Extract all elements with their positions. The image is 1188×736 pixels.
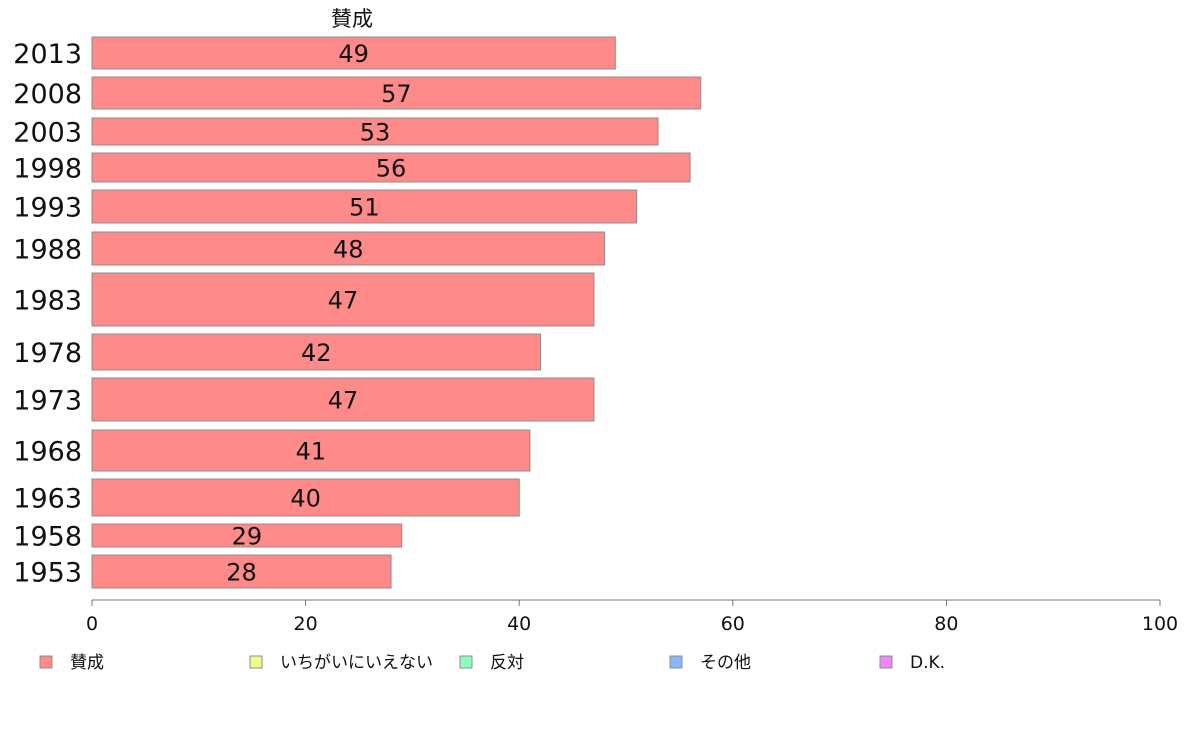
legend-swatch-1 (249, 655, 263, 669)
bar-1953 (91, 554, 392, 589)
legend-swatch-3 (669, 655, 683, 669)
bar-1978 (91, 333, 542, 371)
legend-swatch-4 (879, 655, 893, 669)
category-label-1953: 1953 (13, 558, 82, 589)
legend-label-2: 反対 (490, 653, 524, 673)
value-label-1973: 47 (328, 387, 359, 415)
x-tick-label-40: 40 (507, 613, 531, 635)
category-label-1973: 1973 (13, 386, 82, 417)
x-tick-label-80: 80 (934, 613, 958, 635)
category-label-2013: 2013 (13, 39, 82, 70)
value-label-1998: 56 (376, 155, 407, 183)
value-label-1978: 42 (301, 339, 332, 367)
bar-2013 (91, 36, 616, 70)
value-label-1963: 40 (290, 485, 321, 513)
bar-2003 (91, 117, 659, 146)
category-label-1993: 1993 (13, 193, 82, 224)
bar-1958 (91, 523, 403, 548)
value-label-2013: 49 (338, 40, 369, 68)
category-label-1998: 1998 (13, 154, 82, 185)
bar-1968 (91, 429, 531, 472)
category-label-1983: 1983 (13, 286, 82, 317)
bar-1963 (91, 478, 520, 517)
bar-1988 (91, 231, 606, 266)
value-label-1988: 48 (333, 236, 364, 264)
category-label-1988: 1988 (13, 235, 82, 266)
x-axis: 0 20 40 60 80 100 (86, 599, 1178, 635)
bar-1973 (91, 377, 595, 422)
legend-label-4: D.K. (910, 653, 945, 673)
column-title: 賛成 (331, 7, 373, 31)
category-label-2008: 2008 (13, 79, 82, 110)
category-label-1963: 1963 (13, 484, 82, 515)
category-label-1968: 1968 (13, 437, 82, 468)
bar-2008 (91, 76, 702, 110)
value-label-1993: 51 (349, 194, 380, 222)
legend-swatch-2 (459, 655, 473, 669)
value-label-2003: 53 (360, 119, 391, 147)
legend-swatch-0 (39, 655, 53, 669)
x-tick-label-100: 100 (1142, 613, 1178, 635)
bars-group: 2013 49 2008 57 2003 53 1998 56 1993 51 1988 48 1983… (13, 36, 702, 589)
legend-label-0: 賛成 (70, 653, 104, 673)
x-tick-label-60: 60 (721, 613, 745, 635)
bar-1998 (91, 152, 691, 183)
value-label-2008: 57 (381, 80, 412, 108)
category-label-1978: 1978 (13, 338, 82, 369)
value-label-1968: 41 (296, 438, 327, 466)
value-label-1958: 29 (232, 523, 263, 551)
category-label-1958: 1958 (13, 522, 82, 553)
bar-1983 (91, 272, 595, 327)
legend-label-1: いちがいにいえない (280, 653, 433, 673)
legend-label-3: その他 (700, 653, 751, 673)
legend: 賛成 いちがいにいえない 反対 その他 D.K. (39, 653, 945, 673)
x-tick-label-20: 20 (294, 613, 318, 635)
value-label-1953: 28 (226, 559, 257, 587)
bar-1993 (91, 189, 638, 224)
category-label-2003: 2003 (13, 118, 82, 149)
x-tick-label-0: 0 (86, 613, 98, 635)
value-label-1983: 47 (328, 287, 359, 315)
